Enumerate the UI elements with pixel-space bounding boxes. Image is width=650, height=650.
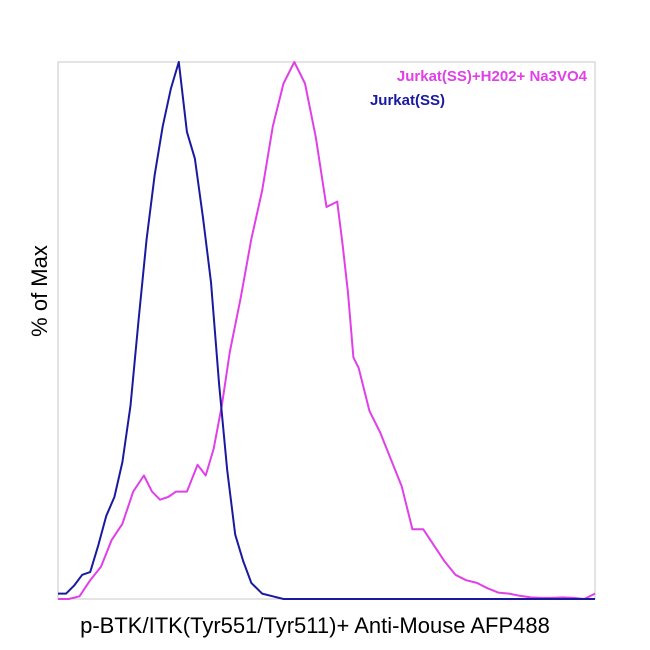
x-axis-title: p-BTK/ITK(Tyr551/Tyr511)+ Anti-Mouse AFP… <box>80 613 550 638</box>
series-line-control <box>58 61 595 600</box>
legend-entry-control: Jurkat(SS) <box>370 92 445 109</box>
series-layer <box>58 61 596 600</box>
y-axis-title: % of Max <box>27 245 52 337</box>
legend-entry-treated: Jurkat(SS)+H202+ Na3VO4 <box>397 68 588 85</box>
series-line-treated <box>58 61 596 600</box>
